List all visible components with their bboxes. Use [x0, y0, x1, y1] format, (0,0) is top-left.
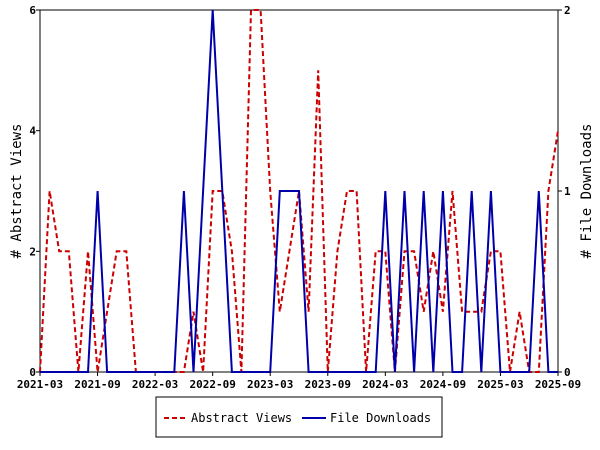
right-tick-label: 1 — [564, 185, 571, 198]
legend: Abstract Views File Downloads — [155, 396, 443, 438]
x-tick-label: 2023-03 — [247, 378, 293, 391]
plot-area — [39, 9, 559, 373]
right-tick-label: 0 — [564, 366, 571, 379]
right-y-axis: 0 1 2 — [558, 4, 571, 379]
right-axis-title: # File Downloads — [579, 124, 595, 259]
x-tick-label: 2025-09 — [535, 378, 581, 391]
x-tick-label: 2024-09 — [420, 378, 466, 391]
series-line-file-downloads — [40, 9, 558, 373]
left-axis-title: # Abstract Views — [9, 124, 25, 259]
x-axis: 2021-03 2021-09 2022-03 2022-09 2023-03 2023-… — [17, 372, 581, 391]
left-y-axis: 0 2 4 6 — [29, 4, 40, 379]
x-tick-label: 2021-03 — [17, 378, 63, 391]
left-tick-label: 0 — [29, 366, 36, 379]
legend-label-file-downloads: File Downloads — [330, 411, 431, 425]
legend-box — [155, 396, 443, 438]
left-tick-label: 4 — [29, 125, 36, 138]
left-tick-label: 6 — [29, 4, 36, 17]
x-tick-label: 2024-03 — [362, 378, 408, 391]
left-tick-label: 2 — [29, 245, 36, 258]
right-tick-label: 2 — [564, 4, 571, 17]
x-tick-label: 2022-03 — [132, 378, 178, 391]
legend-label-abstract-views: Abstract Views — [191, 411, 292, 425]
x-tick-label: 2023-09 — [305, 378, 351, 391]
x-tick-label: 2025-03 — [477, 378, 523, 391]
x-tick-label: 2021-09 — [74, 378, 120, 391]
x-tick-label: 2022-09 — [189, 378, 235, 391]
series-line-abstract-views — [39, 9, 559, 373]
